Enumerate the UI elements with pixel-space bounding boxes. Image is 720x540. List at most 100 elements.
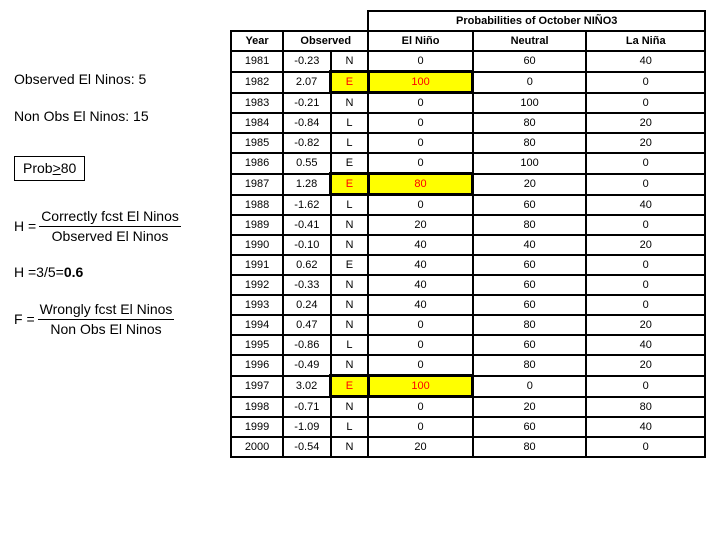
cell-obs: -0.33 [283, 275, 330, 295]
cell-lanina: 0 [586, 275, 705, 295]
table-row: 1998-0.71N02080 [231, 397, 705, 418]
cell-year: 1983 [231, 93, 283, 114]
cell-lanina: 20 [586, 235, 705, 255]
cell-year: 1992 [231, 275, 283, 295]
table-row: 19940.47N08020 [231, 315, 705, 335]
cell-obs: -0.86 [283, 335, 330, 355]
cell-lanina: 0 [586, 437, 705, 457]
cell-lanina: 0 [586, 215, 705, 235]
false-alarm-formula: F = Wrongly fcst El Ninos Non Obs El Nin… [14, 300, 224, 339]
table-row: 1983-0.21N01000 [231, 93, 705, 114]
h-calc-text: H =3/5= [14, 264, 64, 280]
cell-elnino: 20 [368, 437, 472, 457]
nonobs-ninos-label: Non Obs El Ninos: 15 [14, 107, 224, 126]
table-row: 19910.62E40600 [231, 255, 705, 275]
table-row: 19871.28E80200 [231, 174, 705, 195]
left-panel: Observed El Ninos: 5 Non Obs El Ninos: 1… [14, 70, 224, 357]
cell-cat: N [331, 295, 369, 315]
cell-lanina: 0 [586, 255, 705, 275]
f-equals: F = [14, 310, 35, 329]
f-denominator: Non Obs El Ninos [38, 320, 175, 339]
table-row: 1984-0.84L08020 [231, 113, 705, 133]
cell-lanina: 0 [586, 153, 705, 174]
col-lanina: La Niña [586, 31, 705, 51]
col-neutral: Neutral [473, 31, 587, 51]
h-numerator: Correctly fcst El Ninos [39, 207, 181, 227]
cell-neutral: 40 [473, 235, 587, 255]
cell-lanina: 0 [586, 93, 705, 114]
table-row: 1995-0.86L06040 [231, 335, 705, 355]
cell-neutral: 60 [473, 295, 587, 315]
hit-rate-calc: H =3/5=0.6 [14, 263, 224, 282]
cell-elnino: 20 [368, 215, 472, 235]
cell-neutral: 60 [473, 335, 587, 355]
cell-year: 1987 [231, 174, 283, 195]
prob-prefix: Prob [23, 160, 53, 176]
cell-obs: 0.24 [283, 295, 330, 315]
cell-elnino: 0 [368, 51, 472, 72]
cell-obs: 1.28 [283, 174, 330, 195]
cell-cat: L [331, 133, 369, 153]
cell-year: 1991 [231, 255, 283, 275]
cell-neutral: 80 [473, 315, 587, 335]
cell-obs: -0.10 [283, 235, 330, 255]
cell-elnino: 0 [368, 93, 472, 114]
cell-cat: N [331, 355, 369, 376]
cell-obs: -0.84 [283, 113, 330, 133]
hit-rate-formula: H = Correctly fcst El Ninos Observed El … [14, 207, 224, 246]
cell-year: 1995 [231, 335, 283, 355]
cell-elnino: 100 [368, 376, 472, 397]
cell-year: 1988 [231, 195, 283, 216]
table-row: 19930.24N40600 [231, 295, 705, 315]
prob-threshold-box: Prob>80 [14, 156, 85, 181]
table-body: 1981-0.23N0604019822.07E100001983-0.21N0… [231, 51, 705, 457]
cell-cat: N [331, 315, 369, 335]
cell-cat: N [331, 93, 369, 114]
cell-obs: -0.23 [283, 51, 330, 72]
cell-elnino: 0 [368, 397, 472, 418]
cell-year: 1998 [231, 397, 283, 418]
cell-year: 1996 [231, 355, 283, 376]
prob-gte-symbol: > [53, 160, 61, 176]
cell-cat: N [331, 437, 369, 457]
cell-elnino: 40 [368, 275, 472, 295]
cell-lanina: 0 [586, 295, 705, 315]
cell-obs: -0.71 [283, 397, 330, 418]
table-row: 19973.02E10000 [231, 376, 705, 397]
cell-obs: 3.02 [283, 376, 330, 397]
h-denominator: Observed El Ninos [39, 227, 181, 246]
cell-neutral: 60 [473, 275, 587, 295]
cell-neutral: 0 [473, 72, 587, 93]
cell-year: 1999 [231, 417, 283, 437]
cell-cat: N [331, 397, 369, 418]
cell-neutral: 80 [473, 215, 587, 235]
cell-cat: N [331, 215, 369, 235]
cell-year: 2000 [231, 437, 283, 457]
probability-table-wrap: Probabilities of October NIÑO3 Year Obse… [230, 10, 706, 458]
cell-neutral: 20 [473, 174, 587, 195]
cell-neutral: 60 [473, 195, 587, 216]
cell-obs: -0.41 [283, 215, 330, 235]
cell-cat: N [331, 51, 369, 72]
col-observed: Observed [283, 31, 368, 51]
probability-table: Probabilities of October NIÑO3 Year Obse… [230, 10, 706, 458]
cell-lanina: 0 [586, 72, 705, 93]
cell-neutral: 80 [473, 437, 587, 457]
cell-year: 1994 [231, 315, 283, 335]
cell-year: 1984 [231, 113, 283, 133]
table-row: 1992-0.33N40600 [231, 275, 705, 295]
cell-year: 1982 [231, 72, 283, 93]
cell-year: 1997 [231, 376, 283, 397]
cell-obs: -1.09 [283, 417, 330, 437]
table-row: 1999-1.09L06040 [231, 417, 705, 437]
cell-elnino: 0 [368, 315, 472, 335]
cell-elnino: 40 [368, 235, 472, 255]
cell-lanina: 40 [586, 195, 705, 216]
cell-year: 1986 [231, 153, 283, 174]
cell-elnino: 0 [368, 153, 472, 174]
cell-cat: N [331, 275, 369, 295]
cell-lanina: 40 [586, 51, 705, 72]
cell-obs: 0.55 [283, 153, 330, 174]
cell-elnino: 80 [368, 174, 472, 195]
cell-obs: -0.21 [283, 93, 330, 114]
